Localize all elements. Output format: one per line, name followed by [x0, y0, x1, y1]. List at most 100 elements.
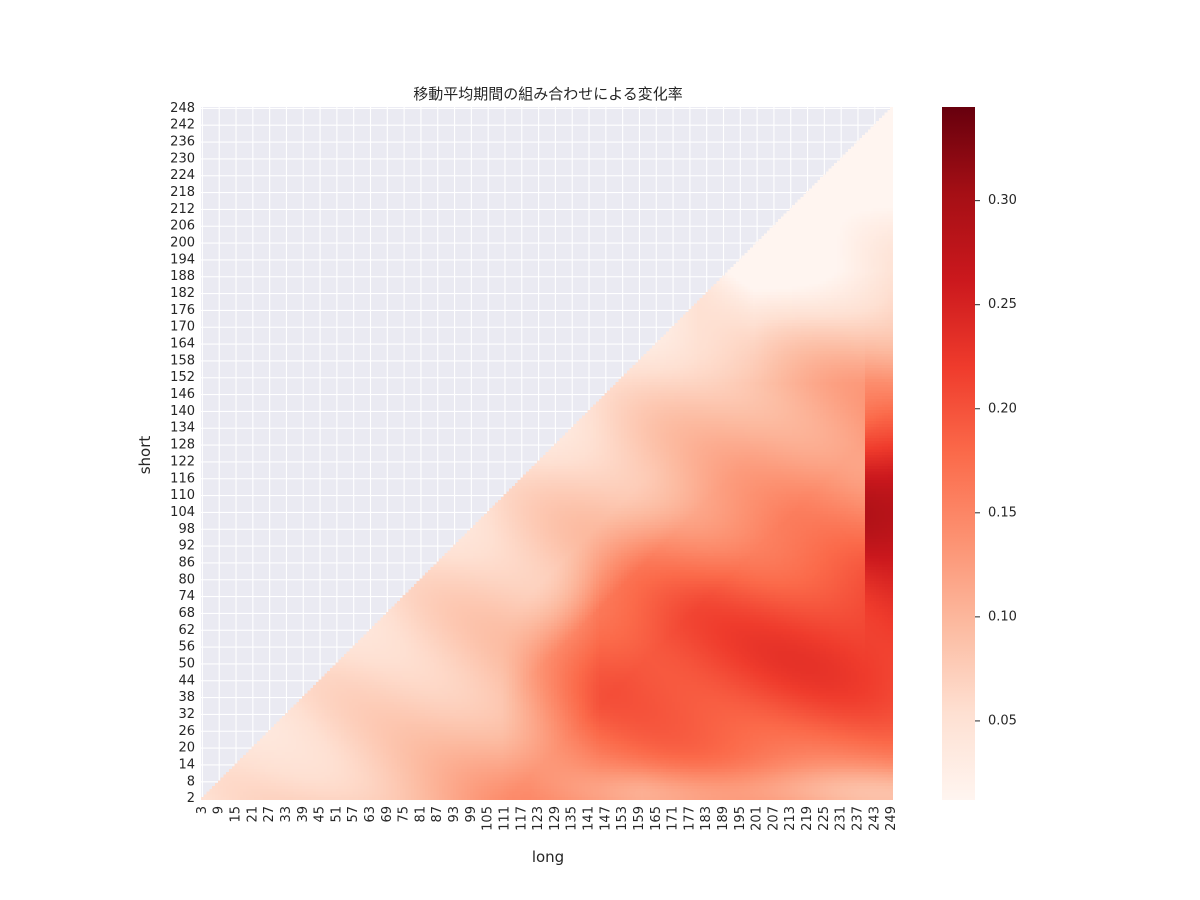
chart-title: 移動平均期間の組み合わせによる変化率 [413, 85, 683, 103]
x-tick-label: 57 [346, 806, 361, 823]
x-tick-label: 99 [464, 806, 479, 823]
y-tick-label: 224 [170, 168, 195, 183]
x-tick-label: 75 [397, 806, 412, 823]
y-tick-label: 164 [170, 337, 195, 352]
x-tick-label: 243 [867, 806, 882, 831]
x-tick-label: 225 [817, 806, 832, 831]
x-tick-label: 123 [531, 806, 546, 831]
x-tick-label: 21 [245, 806, 260, 823]
y-tick-label: 32 [178, 707, 195, 722]
x-tick-label: 129 [548, 806, 563, 831]
y-tick-label: 230 [170, 151, 195, 166]
x-tick-label: 141 [582, 806, 597, 831]
x-tick-label: 117 [514, 806, 529, 831]
y-tick-label: 218 [170, 185, 195, 200]
x-tick-label: 207 [766, 806, 781, 831]
x-tick-label: 39 [296, 806, 311, 823]
x-tick-label: 183 [699, 806, 714, 831]
y-tick-label: 134 [170, 421, 195, 436]
y-tick-label: 50 [178, 656, 195, 671]
x-tick-label: 9 [212, 806, 227, 814]
y-tick-label: 176 [170, 303, 195, 318]
x-tick-label: 63 [363, 806, 378, 823]
y-tick-label: 212 [170, 202, 195, 217]
y-tick-label: 182 [170, 286, 195, 301]
colorbar-tick-label: 0.10 [988, 609, 1017, 624]
y-tick-label: 8 [187, 774, 195, 789]
x-tick-label: 195 [733, 806, 748, 831]
y-tick-label: 68 [178, 606, 195, 621]
y-tick-label: 110 [170, 488, 195, 503]
x-tick-label: 231 [834, 806, 849, 831]
y-tick-label: 122 [170, 454, 195, 469]
x-tick-label: 159 [632, 806, 647, 831]
x-tick-label: 135 [565, 806, 580, 831]
x-tick-label: 87 [430, 806, 445, 823]
plot-area [201, 107, 893, 800]
x-tick-label: 219 [800, 806, 815, 831]
y-tick-label: 152 [170, 370, 195, 385]
x-tick-label: 213 [783, 806, 798, 831]
x-tick-label: 189 [716, 806, 731, 831]
y-tick-label: 62 [178, 623, 195, 638]
y-tick-label: 158 [170, 353, 195, 368]
y-tick-label: 74 [178, 589, 195, 604]
y-tick-label: 116 [170, 471, 195, 486]
y-axis-label: short [136, 436, 154, 475]
x-tick-label: 69 [380, 806, 395, 823]
y-tick-label: 92 [178, 539, 195, 554]
x-tick-label: 45 [313, 806, 328, 823]
x-tick-label: 93 [447, 806, 462, 823]
x-tick-label: 33 [279, 806, 294, 823]
colorbar-gradient [942, 107, 975, 800]
y-tick-label: 236 [170, 135, 195, 150]
x-tick-label: 15 [229, 806, 244, 823]
x-tick-label: 153 [615, 806, 630, 831]
x-axis-ticks: 3 9 15 21 27 33 39 45 51 57 63 69 75 81 87 93 99 105 111 11… [195, 806, 899, 831]
y-tick-label: 188 [170, 269, 195, 284]
x-tick-label: 201 [750, 806, 765, 831]
y-tick-label: 80 [178, 572, 195, 587]
x-tick-label: 3 [195, 806, 210, 814]
colorbar-tick-label: 0.20 [988, 401, 1017, 416]
x-tick-label: 237 [850, 806, 865, 831]
colorbar-tick-label: 0.15 [988, 505, 1017, 520]
y-tick-label: 206 [170, 219, 195, 234]
x-tick-label: 27 [262, 806, 277, 823]
y-tick-label: 194 [170, 252, 195, 267]
y-tick-label: 242 [170, 118, 195, 133]
x-tick-label: 81 [413, 806, 428, 823]
x-tick-label: 249 [884, 806, 899, 831]
heatmap-cells [201, 107, 893, 800]
y-tick-label: 248 [170, 101, 195, 116]
colorbar-tick-label: 0.05 [988, 713, 1017, 728]
y-tick-label: 146 [170, 387, 195, 402]
y-tick-label: 104 [170, 505, 195, 520]
x-tick-label: 105 [481, 806, 496, 831]
y-tick-label: 38 [178, 690, 195, 705]
y-tick-label: 14 [178, 757, 195, 772]
y-tick-label: 128 [170, 438, 195, 453]
x-tick-label: 165 [649, 806, 664, 831]
x-tick-label: 177 [682, 806, 697, 831]
x-tick-label: 147 [598, 806, 613, 831]
colorbar-tick-label: 0.30 [988, 193, 1017, 208]
y-tick-label: 2 [187, 791, 195, 806]
y-tick-label: 86 [178, 555, 195, 570]
y-tick-label: 170 [170, 320, 195, 335]
y-tick-label: 44 [178, 673, 195, 688]
y-tick-label: 26 [178, 724, 195, 739]
y-tick-label: 200 [170, 236, 195, 251]
x-tick-label: 111 [497, 806, 512, 831]
y-tick-label: 20 [178, 741, 195, 756]
x-tick-label: 171 [666, 806, 681, 831]
colorbar: 0.05 0.10 0.15 0.20 0.25 0.30 [942, 107, 1017, 800]
y-tick-label: 140 [170, 404, 195, 419]
x-tick-label: 51 [329, 806, 344, 823]
x-axis-label: long [532, 848, 564, 866]
y-tick-label: 56 [178, 640, 195, 655]
y-tick-label: 98 [178, 522, 195, 537]
colorbar-tick-label: 0.25 [988, 297, 1017, 312]
